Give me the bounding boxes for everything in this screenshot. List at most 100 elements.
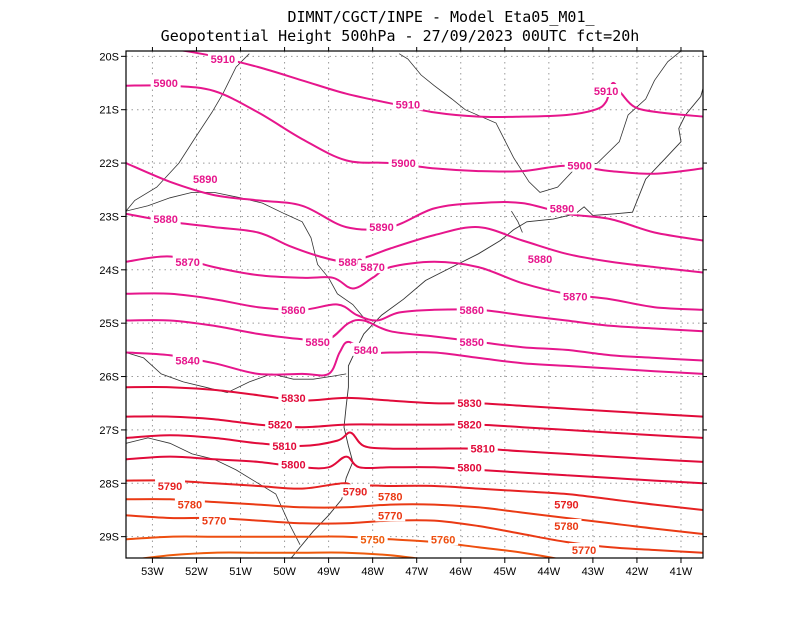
contour-5850 [126,318,703,362]
state-border [126,53,250,212]
x-tick-label: 41W [670,566,693,578]
x-tick-label: 51W [229,566,252,578]
contour-label: 5900 [153,78,177,90]
y-tick-label: 28S [99,478,119,490]
contour-label: 5850 [305,337,329,349]
contour-label: 5880 [153,214,177,226]
contour-label: 5780 [554,521,578,533]
x-tick-label: 44W [538,566,561,578]
contour-label-bg [278,390,309,404]
y-tick-label: 25S [99,318,119,330]
state-border [126,352,347,394]
state-border [511,210,523,233]
contour-label-bg [547,201,578,215]
gridlines [126,51,703,558]
contour-label: 5820 [268,420,292,432]
contour-label: 5820 [457,420,481,432]
contour-5750 [138,551,422,558]
contour-5810 [126,431,703,463]
contour-label: 5780 [378,492,402,504]
contour-label-bg [456,334,487,348]
contour-label-bg [351,342,382,356]
contour-5870 [126,255,703,311]
contour-label-bg [302,334,333,348]
contour-label: 5910 [396,99,420,111]
contour-5860 [126,292,703,333]
contour-label-bg [269,438,300,452]
contour-label: 5830 [281,393,305,405]
contour-label-bg [366,220,397,234]
contour-label: 5860 [460,305,484,317]
contour-label-bg [560,289,591,303]
contour-label: 5880 [338,257,362,269]
contour-label: 5890 [550,203,574,215]
contour-label: 5830 [457,398,481,410]
y-tick-label: 23S [99,211,119,223]
contour-label: 5840 [175,356,199,368]
contour-5780 [126,498,703,535]
contour-label: 5790 [554,500,578,512]
x-tick-label: 52W [185,566,208,578]
contour-label: 5890 [369,222,393,234]
x-tick-label: 46W [449,566,472,578]
contour-label-bg [467,441,498,455]
contour-label: 5910 [594,86,618,98]
contour-label-bg [551,497,582,511]
x-tick-label: 47W [405,566,428,578]
contour-label: 5870 [360,262,384,274]
contour-label-bg [569,542,600,556]
contour-lines [126,51,703,558]
contour-5800 [126,455,703,485]
contour-label: 5780 [178,500,202,512]
title-line2: Geopotential Height 500hPa - 27/09/2023 … [161,27,640,45]
contour-label-bg [172,254,203,268]
contour-5910 [179,51,703,119]
contour-5890 [126,162,703,242]
contour-label: 5870 [175,257,199,269]
contour-label: 5770 [572,545,596,557]
contour-5830 [126,386,703,418]
contour-label: 5810 [471,444,495,456]
contour-label-bg [207,52,238,66]
contour-label: 5770 [202,516,226,528]
contour-label-bg [591,84,622,98]
contour-label-bg [428,532,459,546]
contour-label-bg [375,508,406,522]
contour-label-bg [190,172,221,186]
contour-label: 5750 [360,534,384,546]
contour-label-bg [551,518,582,532]
contour-label-bg [155,478,186,492]
contour-label-bg [375,489,406,503]
y-tick-label: 20S [99,51,119,63]
contour-label-bg [357,532,388,546]
contour-5840 [126,340,703,377]
contour-label-bg [357,260,388,274]
contour-label-bg [340,484,371,498]
y-tick-label: 27S [99,425,119,437]
contour-label-bg [454,417,485,431]
contour-label: 5790 [158,481,182,493]
contour-5760 [126,535,559,558]
contour-label: 5810 [272,441,296,453]
contour-label-bg [454,460,485,474]
contour-5820 [126,415,703,439]
contour-label: 5910 [211,54,235,66]
contour-label: 5880 [528,254,552,266]
contour-label-bg [388,156,419,170]
x-tick-label: 42W [626,566,649,578]
contour-label-bg [150,212,181,226]
state-borders [126,51,682,545]
x-tick-label: 49W [317,566,340,578]
y-tick-label: 24S [99,265,119,277]
x-tick-label: 50W [273,566,296,578]
x-axis-ticks: 53W 52W 51W 50W 49W 48W 47W 46W 45W 44W 43W 42W 41W [141,47,693,578]
contour-label-bg [150,76,181,90]
contour-label-bg [265,417,296,431]
title-line1: DIMNT/CGCT/INPE - Model Eta05_M01_ [287,8,595,26]
x-tick-label: 45W [493,566,516,578]
plot-frame [125,50,704,559]
contour-label-bg [525,252,556,266]
y-tick-label: 21S [99,105,119,117]
